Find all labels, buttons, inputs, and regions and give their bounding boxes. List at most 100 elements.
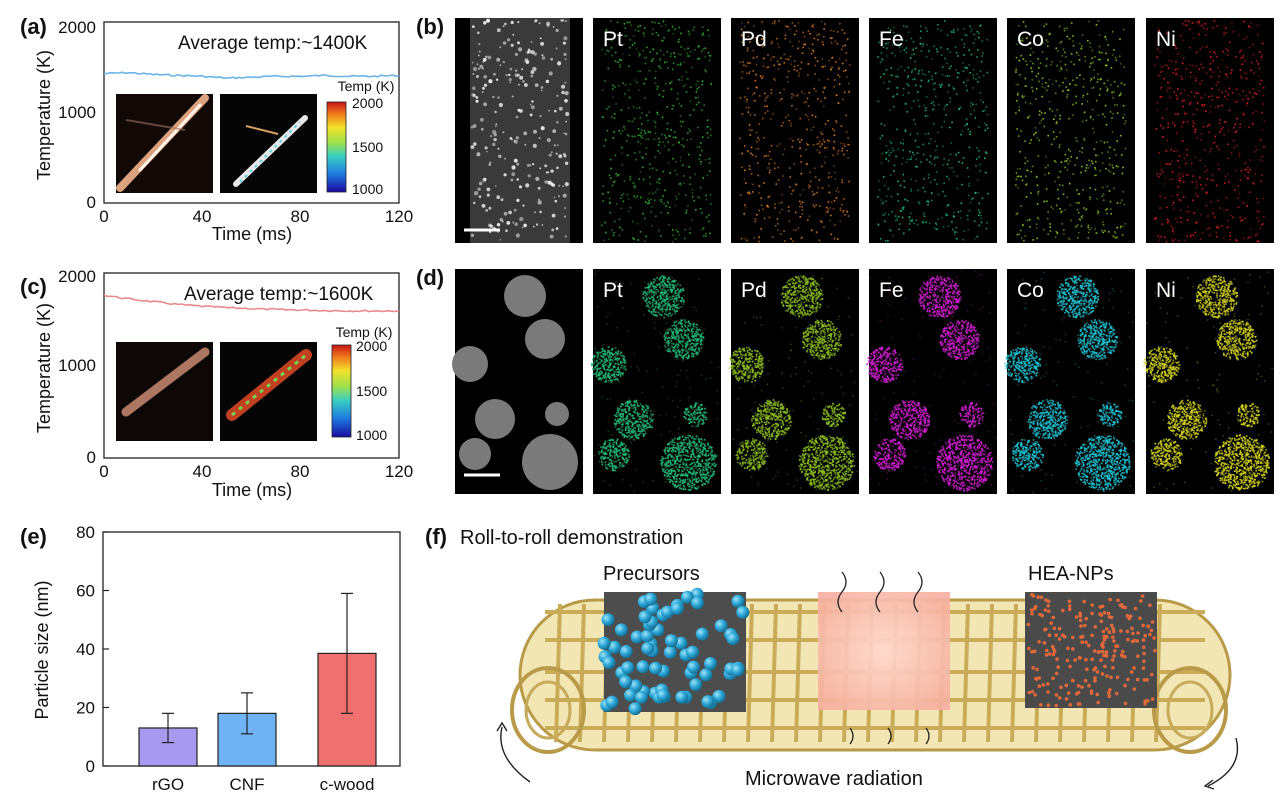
map-pixel — [623, 180, 626, 182]
map-pixel — [699, 154, 701, 156]
map-pixel — [705, 198, 708, 201]
map-pixel — [696, 465, 698, 467]
map-pixel — [670, 88, 673, 91]
map-pixel — [642, 178, 645, 181]
map-pixel — [938, 83, 941, 86]
map-pixel — [690, 450, 692, 453]
map-pixel — [598, 358, 601, 360]
map-pixel — [1045, 64, 1047, 67]
map-pixel — [692, 336, 694, 339]
map-pixel — [686, 408, 688, 410]
map-pixel — [650, 412, 652, 415]
map-pixel — [1235, 239, 1237, 241]
map-pixel — [1064, 153, 1067, 156]
map-pixel — [653, 286, 655, 289]
map-pixel — [979, 25, 981, 27]
map-pixel — [616, 353, 619, 356]
map-pixel — [905, 161, 908, 163]
map-pixel — [841, 147, 844, 150]
map-pixel — [767, 66, 770, 68]
map-pixel — [778, 20, 780, 22]
map-pixel — [799, 68, 802, 70]
map-pixel — [1029, 42, 1032, 45]
map-pixel — [626, 416, 628, 419]
map-pixel — [771, 40, 773, 43]
map-pixel — [691, 342, 693, 345]
map-pixel — [1201, 79, 1203, 82]
map-pixel — [653, 21, 656, 24]
map-pixel — [896, 217, 898, 219]
map-pixel — [801, 201, 804, 203]
map-pixel — [641, 428, 643, 431]
map-pixel — [903, 206, 905, 208]
map-pixel — [1200, 213, 1202, 216]
stem-particle — [513, 208, 517, 212]
stem-particle — [545, 79, 550, 84]
map-pixel — [1179, 179, 1182, 182]
map-pixel — [1089, 42, 1091, 44]
map-pixel — [626, 154, 629, 157]
map-pixel — [744, 237, 747, 240]
map-pixel — [1223, 209, 1225, 212]
map-pixel — [616, 428, 618, 431]
element-map-ni — [1146, 18, 1274, 243]
map-pixel — [656, 111, 658, 114]
stem-particle — [562, 185, 565, 188]
map-pixel — [923, 104, 925, 107]
map-pixel — [922, 43, 924, 45]
map-pixel — [746, 49, 749, 52]
map-pixel — [618, 449, 620, 452]
map-pixel — [634, 422, 637, 425]
map-pixel — [671, 295, 674, 298]
stem-particle — [563, 36, 568, 41]
map-pixel — [741, 41, 744, 44]
map-pixel — [628, 413, 630, 415]
map-pixel — [706, 126, 708, 128]
map-pixel — [701, 484, 704, 487]
map-pixel — [657, 144, 660, 146]
map-pixel — [816, 34, 818, 36]
map-pixel — [978, 36, 980, 39]
map-pixel — [648, 288, 650, 290]
map-pixel — [801, 91, 803, 93]
map-pixel — [668, 329, 671, 331]
map-pixel — [817, 186, 819, 189]
map-pixel — [666, 201, 669, 203]
map-pixel — [987, 192, 989, 195]
map-pixel — [1239, 126, 1241, 129]
map-pixel — [693, 26, 695, 29]
map-pixel — [1261, 53, 1263, 56]
map-pixel — [952, 86, 954, 89]
map-pixel — [709, 232, 711, 235]
map-pixel — [634, 197, 637, 199]
map-pixel — [661, 133, 663, 136]
map-pixel — [609, 20, 612, 22]
map-pixel — [1032, 51, 1035, 54]
stem-particle — [473, 191, 479, 196]
map-pixel — [1030, 67, 1032, 69]
map-pixel — [1080, 47, 1082, 50]
map-pixel — [683, 353, 686, 356]
map-pixel — [624, 365, 627, 367]
map-pixel — [1026, 63, 1028, 66]
map-pixel — [1173, 91, 1175, 93]
stem-particle — [509, 81, 512, 84]
map-pixel — [708, 125, 710, 128]
map-pixel — [807, 143, 809, 146]
map-pixel — [660, 235, 662, 237]
map-pixel — [1109, 208, 1112, 210]
map-pixel — [750, 173, 753, 175]
map-pixel — [1051, 110, 1054, 112]
map-pixel — [680, 337, 683, 339]
map-pixel — [899, 184, 902, 187]
map-pixel — [1186, 112, 1188, 115]
map-pixel — [1095, 141, 1098, 143]
map-pixel — [1093, 76, 1095, 79]
map-pixel — [1245, 77, 1248, 80]
stem-particle — [509, 137, 513, 140]
map-pixel — [1040, 112, 1043, 114]
map-pixel — [1200, 97, 1203, 99]
map-pixel — [922, 45, 924, 48]
map-pixel — [615, 440, 618, 442]
map-pixel — [653, 287, 655, 290]
